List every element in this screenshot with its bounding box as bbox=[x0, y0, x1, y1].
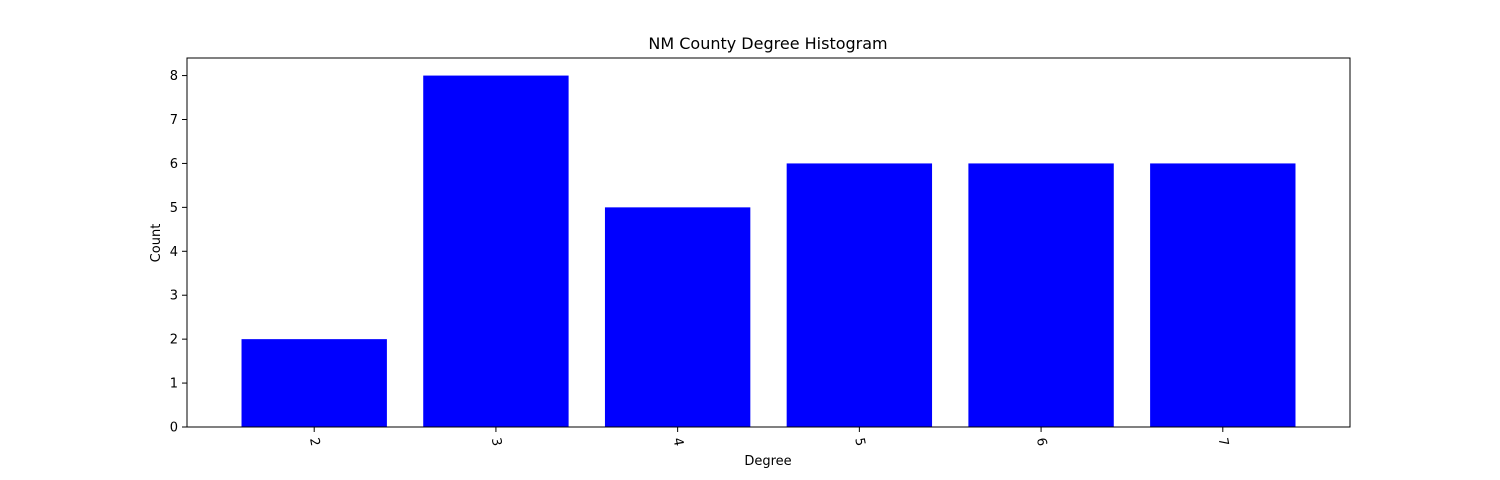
x-axis-label: Degree bbox=[744, 454, 791, 469]
y-tick-label: 7 bbox=[170, 113, 178, 128]
x-tick-label: 6 bbox=[1033, 437, 1049, 448]
bar-2 bbox=[241, 339, 387, 427]
x-tick-label: 2 bbox=[306, 437, 322, 448]
y-tick-label: 3 bbox=[170, 289, 178, 304]
bar-5 bbox=[786, 163, 933, 427]
x-tick-label: 4 bbox=[670, 437, 686, 448]
y-tick-label: 6 bbox=[170, 157, 178, 172]
y-tick-label: 0 bbox=[170, 421, 178, 436]
axes-frame bbox=[186, 57, 1351, 428]
y-tick-label: 5 bbox=[170, 201, 178, 216]
y-tick-label: 8 bbox=[170, 69, 178, 84]
y-tick-label: 1 bbox=[170, 377, 178, 392]
y-axis-label: Count bbox=[149, 224, 164, 263]
bar-3 bbox=[423, 75, 569, 427]
x-tick-label: 5 bbox=[851, 437, 867, 448]
x-tick-label: 3 bbox=[488, 437, 504, 448]
bar-4 bbox=[604, 207, 751, 427]
chart-title: NM County Degree Histogram bbox=[648, 34, 887, 53]
bar-6 bbox=[968, 163, 1114, 427]
x-tick-label: 7 bbox=[1215, 437, 1231, 448]
plot-area: 0 1 2 3 4 5 6 7 8 2 3 4 5 6 7 bbox=[170, 57, 1351, 448]
y-tick-label: 2 bbox=[170, 333, 178, 348]
bar-7 bbox=[1150, 163, 1296, 427]
y-tick-label: 4 bbox=[170, 245, 178, 260]
